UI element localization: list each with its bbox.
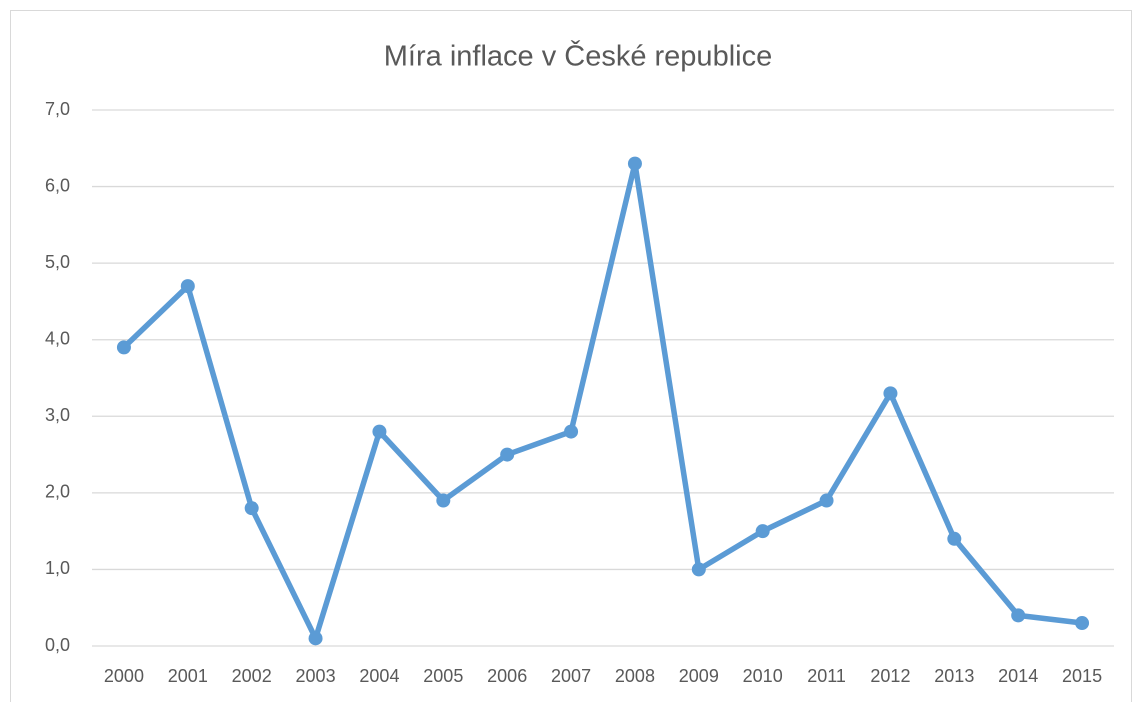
x-tick-label: 2003: [296, 666, 336, 686]
y-tick-label: 7,0: [45, 99, 70, 119]
x-tick-label: 2009: [679, 666, 719, 686]
y-tick-label: 4,0: [45, 328, 70, 348]
data-point: [1075, 616, 1090, 631]
data-point: [308, 631, 323, 646]
data-point: [1011, 608, 1026, 623]
x-tick-label: 2015: [1062, 666, 1102, 686]
y-tick-label: 6,0: [45, 175, 70, 195]
data-point: [627, 156, 642, 171]
data-point: [436, 493, 451, 508]
x-tick-label: 2005: [423, 666, 463, 686]
x-tick-label: 2006: [487, 666, 527, 686]
data-point: [947, 531, 962, 546]
x-tick-label: 2008: [615, 666, 655, 686]
data-point: [755, 524, 770, 539]
data-point: [180, 279, 195, 294]
chart-title: Míra inflace v České republice: [384, 39, 772, 73]
y-tick-label: 3,0: [45, 405, 70, 425]
data-point: [883, 386, 898, 401]
y-tick-label: 1,0: [45, 558, 70, 578]
x-tick-label: 2001: [168, 666, 208, 686]
x-tick-label: 2014: [998, 666, 1038, 686]
data-point: [691, 562, 706, 577]
y-tick-label: 5,0: [45, 252, 70, 272]
data-point: [564, 424, 579, 439]
x-tick-label: 2007: [551, 666, 591, 686]
y-tick-label: 0,0: [45, 635, 70, 655]
x-tick-label: 2011: [807, 666, 846, 686]
data-point: [244, 501, 259, 516]
x-tick-label: 2012: [870, 666, 910, 686]
x-tick-label: 2010: [743, 666, 783, 686]
data-line: [122, 160, 1083, 642]
data-point: [372, 424, 387, 439]
x-tick-label: 2000: [104, 666, 144, 686]
data-point: [500, 447, 515, 462]
chart-frame: [10, 10, 1132, 702]
x-tick-label: 2013: [934, 666, 974, 686]
data-point: [116, 340, 131, 355]
x-tick-label: 2002: [232, 666, 272, 686]
x-tick-label: 2004: [359, 666, 399, 686]
data-point: [819, 493, 834, 508]
y-tick-label: 2,0: [45, 482, 70, 502]
